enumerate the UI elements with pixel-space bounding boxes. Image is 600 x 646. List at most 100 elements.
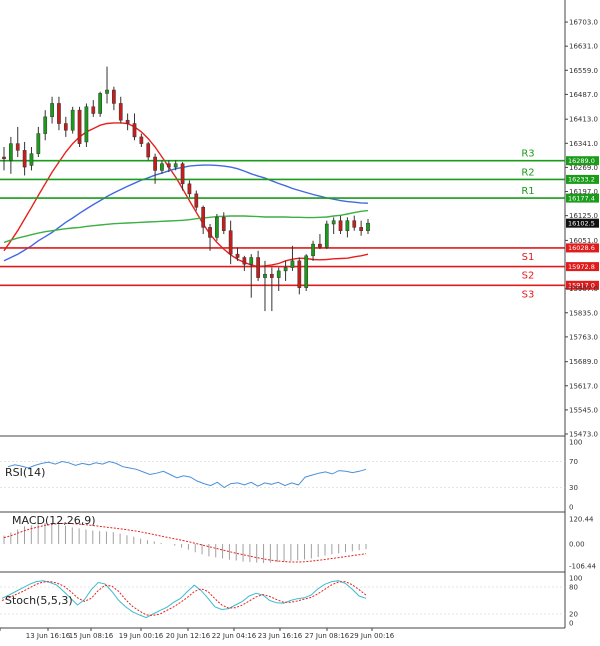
candle-body bbox=[118, 103, 123, 121]
price-tick-label: 15545.0 bbox=[569, 406, 598, 414]
stoch-tick-label: 80 bbox=[569, 584, 578, 592]
price-tick-label: 15473.0 bbox=[569, 431, 598, 439]
candle-body bbox=[235, 253, 240, 258]
candle-body bbox=[166, 163, 171, 168]
candle-body bbox=[228, 230, 233, 255]
candle-body bbox=[187, 183, 192, 195]
candle-body bbox=[160, 163, 164, 171]
price-tick-label: 15907.0 bbox=[569, 285, 598, 293]
candle-body bbox=[318, 243, 322, 248]
candle-body bbox=[153, 156, 157, 171]
price-tick-label: 16487.0 bbox=[569, 91, 598, 99]
moving-average-line bbox=[3, 209, 369, 244]
price-tick-label: 16703.0 bbox=[569, 19, 598, 27]
candle-body bbox=[215, 217, 219, 238]
price-tick-label: 16269.0 bbox=[569, 164, 598, 172]
rsi-tick-label: 0 bbox=[569, 504, 573, 512]
candle-body bbox=[70, 109, 75, 131]
pivot-level-label: R3 bbox=[521, 149, 534, 160]
candle-body bbox=[256, 257, 260, 278]
pivot-level-label: S2 bbox=[522, 271, 535, 282]
time-tick-label: 29 Jun 00:16 bbox=[350, 632, 395, 640]
time-tick-label: 22 Jun 04:16 bbox=[212, 632, 257, 640]
pivot-price-text: 16233.2 bbox=[568, 176, 595, 184]
stoch-tick-label: 0 bbox=[569, 620, 573, 628]
candle-body bbox=[139, 136, 144, 144]
pivot-level-label: S1 bbox=[522, 252, 535, 263]
candle-body bbox=[324, 223, 329, 248]
candle-body bbox=[9, 143, 13, 161]
candle-body bbox=[359, 227, 363, 231]
stoch-tick-label: 100 bbox=[569, 575, 582, 583]
candle-body bbox=[208, 227, 212, 238]
candle-body bbox=[338, 220, 343, 231]
time-tick-label: 19 Jun 00:16 bbox=[119, 632, 164, 640]
pivot-price-text: 15917.0 bbox=[568, 282, 595, 290]
price-tick-label: 15617.0 bbox=[569, 382, 598, 390]
pivot-price-box bbox=[566, 156, 599, 166]
candle-body bbox=[180, 163, 185, 185]
candle-body bbox=[2, 156, 6, 159]
candle-body bbox=[283, 267, 288, 272]
candle-body bbox=[105, 89, 109, 94]
pivot-price-box bbox=[566, 193, 599, 203]
candle-body bbox=[311, 243, 315, 257]
time-tick-label: 13 Jun 16:16 bbox=[26, 632, 71, 640]
candle-body bbox=[146, 143, 151, 158]
pivot-price-box bbox=[566, 280, 599, 290]
candle-body bbox=[22, 150, 27, 168]
macd-tick-label: -106.44 bbox=[569, 563, 597, 571]
rsi-line bbox=[7, 460, 367, 489]
rsi-title: RSI(14) bbox=[5, 466, 45, 479]
moving-average-line bbox=[3, 164, 369, 262]
candle-body bbox=[194, 193, 199, 208]
candle-body bbox=[173, 163, 178, 168]
candle-body bbox=[132, 123, 137, 138]
candle-body bbox=[263, 273, 267, 278]
candle-body bbox=[15, 143, 20, 151]
rsi-tick-label: 30 bbox=[569, 484, 578, 492]
macd-tick-label: 0.00 bbox=[569, 540, 585, 548]
price-tick-label: 16341.0 bbox=[569, 140, 598, 148]
time-tick-label: 27 Jun 08:16 bbox=[305, 632, 350, 640]
price-axis-layer: 16703.0 16631.0 16559.0 16487.0 16413.0 16341… bbox=[565, 19, 599, 628]
candle-body bbox=[352, 220, 357, 228]
price-tick-label: 16051.0 bbox=[569, 237, 598, 245]
time-tick-label: 15 Jun 08:16 bbox=[69, 632, 114, 640]
current-price-box bbox=[566, 218, 599, 228]
pivot-price-text: 16177.4 bbox=[568, 194, 595, 202]
pivot-price-box bbox=[566, 243, 599, 253]
time-tick-label: 13 Jun 04:16 bbox=[0, 632, 1, 640]
price-tick-label: 16197.0 bbox=[569, 188, 598, 196]
candle-body bbox=[43, 116, 48, 134]
rsi-tick-label: 100 bbox=[569, 439, 582, 447]
candlestick-layer bbox=[2, 66, 370, 312]
pivot-level-layer: R3 16289.0 R2 16233.2 R1 16177.4 S1 16028.6 S2 15… bbox=[0, 149, 599, 300]
chart-frames bbox=[0, 0, 566, 629]
candle-body bbox=[125, 119, 130, 124]
candle-body bbox=[366, 222, 370, 231]
pivot-level-label: R2 bbox=[521, 167, 534, 178]
candle-body bbox=[50, 103, 54, 118]
price-tick-label: 15763.0 bbox=[569, 333, 598, 341]
price-tick-label: 15835.0 bbox=[569, 309, 598, 317]
price-tick-label: 16559.0 bbox=[569, 67, 598, 75]
candle-body bbox=[221, 217, 226, 231]
candle-body bbox=[345, 220, 350, 231]
pivot-price-box bbox=[566, 262, 599, 272]
stoch-title: Stoch(5,5,3) bbox=[5, 594, 73, 607]
price-tick-label: 16125.0 bbox=[569, 212, 598, 220]
macd-tick-label: 120.44 bbox=[569, 516, 594, 524]
candle-body bbox=[63, 123, 68, 131]
stoch-k-line bbox=[1, 580, 367, 619]
indicator-layer bbox=[1, 460, 367, 619]
price-tick-label: 16413.0 bbox=[569, 116, 598, 124]
pivot-level-label: S3 bbox=[522, 289, 535, 300]
candle-body bbox=[91, 106, 96, 114]
candle-body bbox=[29, 153, 34, 166]
current-price-text: 16102.5 bbox=[568, 219, 595, 227]
candle-body bbox=[290, 260, 295, 268]
stoch-tick-label: 20 bbox=[569, 611, 578, 619]
